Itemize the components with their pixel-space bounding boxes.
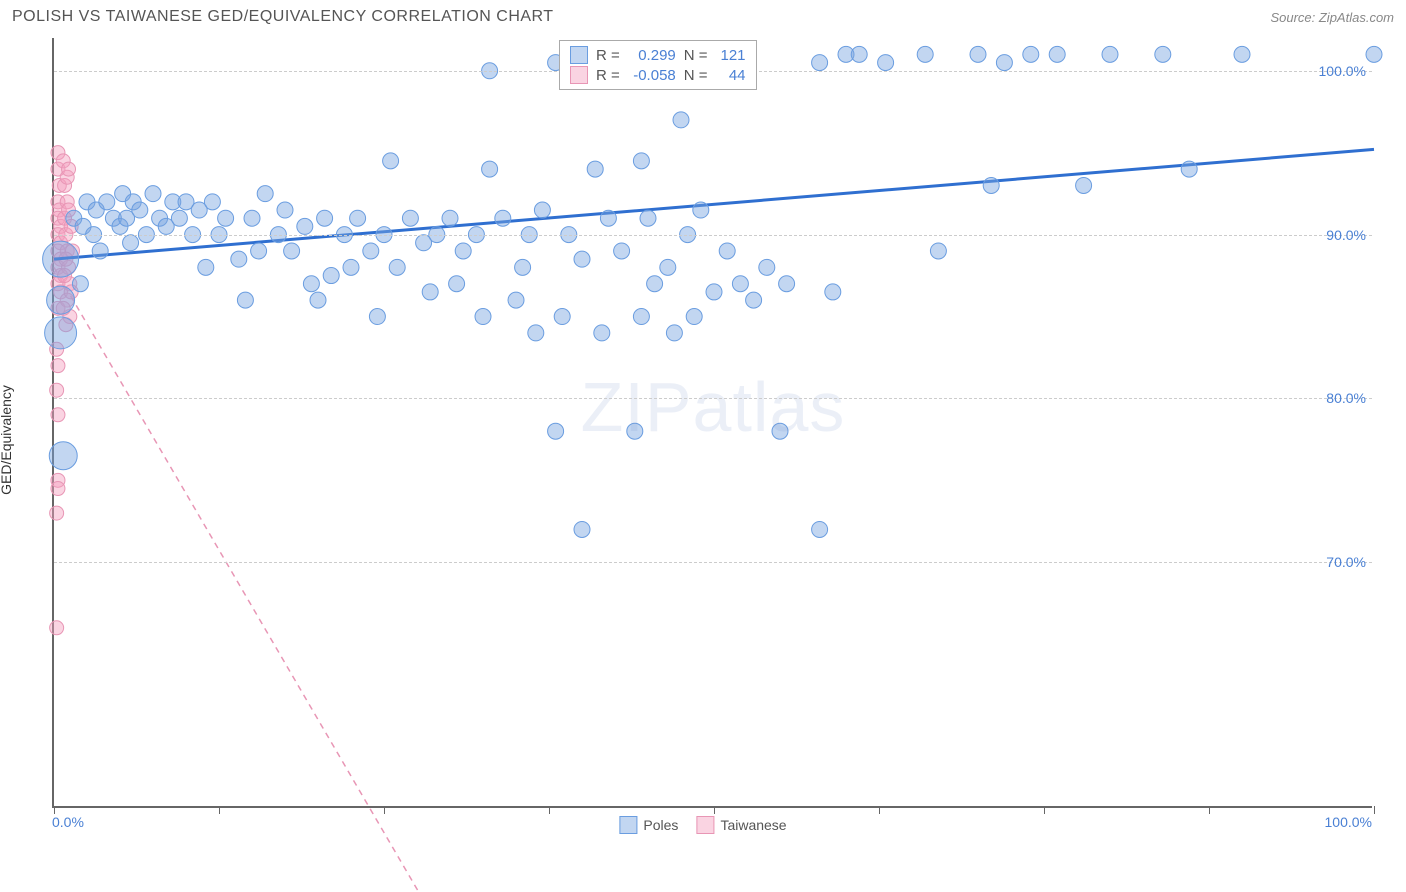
gridline bbox=[54, 562, 1372, 563]
stats-box: R = 0.299 N = 121 R = -0.058 N = 44 bbox=[559, 40, 757, 90]
stats-swatch-poles bbox=[570, 46, 588, 64]
legend-swatch-poles bbox=[619, 816, 637, 834]
ytick-label: 100.0% bbox=[1319, 63, 1366, 79]
xtick bbox=[54, 806, 55, 814]
gridline bbox=[54, 398, 1372, 399]
xtick bbox=[549, 806, 550, 814]
source-label: Source: ZipAtlas.com bbox=[1270, 10, 1394, 25]
stats-n-val-poles: 121 bbox=[716, 47, 746, 64]
ytick-label: 90.0% bbox=[1326, 227, 1366, 243]
plot-area: ZIPatlas R = 0.299 N = 121 R = -0.058 N … bbox=[52, 38, 1372, 808]
xtick bbox=[879, 806, 880, 814]
xtick bbox=[1374, 806, 1375, 814]
xtick bbox=[1209, 806, 1210, 814]
ytick-label: 80.0% bbox=[1326, 390, 1366, 406]
stats-n-label-1: N = bbox=[684, 47, 708, 64]
legend-bottom: Poles Taiwanese bbox=[619, 816, 786, 834]
y-axis-label: GED/Equivalency bbox=[0, 385, 14, 495]
stats-r-val-poles: 0.299 bbox=[628, 47, 676, 64]
stats-r-label-1: R = bbox=[596, 47, 620, 64]
xtick bbox=[219, 806, 220, 814]
legend-swatch-taiwanese bbox=[696, 816, 714, 834]
stats-row-taiwanese: R = -0.058 N = 44 bbox=[570, 65, 746, 85]
xtick bbox=[714, 806, 715, 814]
stats-row-poles: R = 0.299 N = 121 bbox=[570, 45, 746, 65]
gridline bbox=[54, 235, 1372, 236]
legend-label-poles: Poles bbox=[643, 817, 678, 833]
xtick bbox=[1044, 806, 1045, 814]
stats-r-val-taiwanese: -0.058 bbox=[628, 67, 676, 84]
legend-label-taiwanese: Taiwanese bbox=[720, 817, 786, 833]
chart-title: POLISH VS TAIWANESE GED/EQUIVALENCY CORR… bbox=[12, 8, 554, 26]
chart-outer: GED/Equivalency ZIPatlas R = 0.299 N = 1… bbox=[12, 30, 1394, 850]
stats-n-label-2: N = bbox=[684, 67, 708, 84]
stats-n-val-taiwanese: 44 bbox=[716, 67, 746, 84]
xtick bbox=[384, 806, 385, 814]
stats-swatch-taiwanese bbox=[570, 66, 588, 84]
ytick-label: 70.0% bbox=[1326, 554, 1366, 570]
xtick-label-0: 0.0% bbox=[52, 814, 84, 830]
plot-svg bbox=[54, 38, 1372, 806]
xtick-label-100: 100.0% bbox=[1325, 814, 1372, 830]
legend-item-poles: Poles bbox=[619, 816, 678, 834]
legend-item-taiwanese: Taiwanese bbox=[696, 816, 786, 834]
stats-r-label-2: R = bbox=[596, 67, 620, 84]
